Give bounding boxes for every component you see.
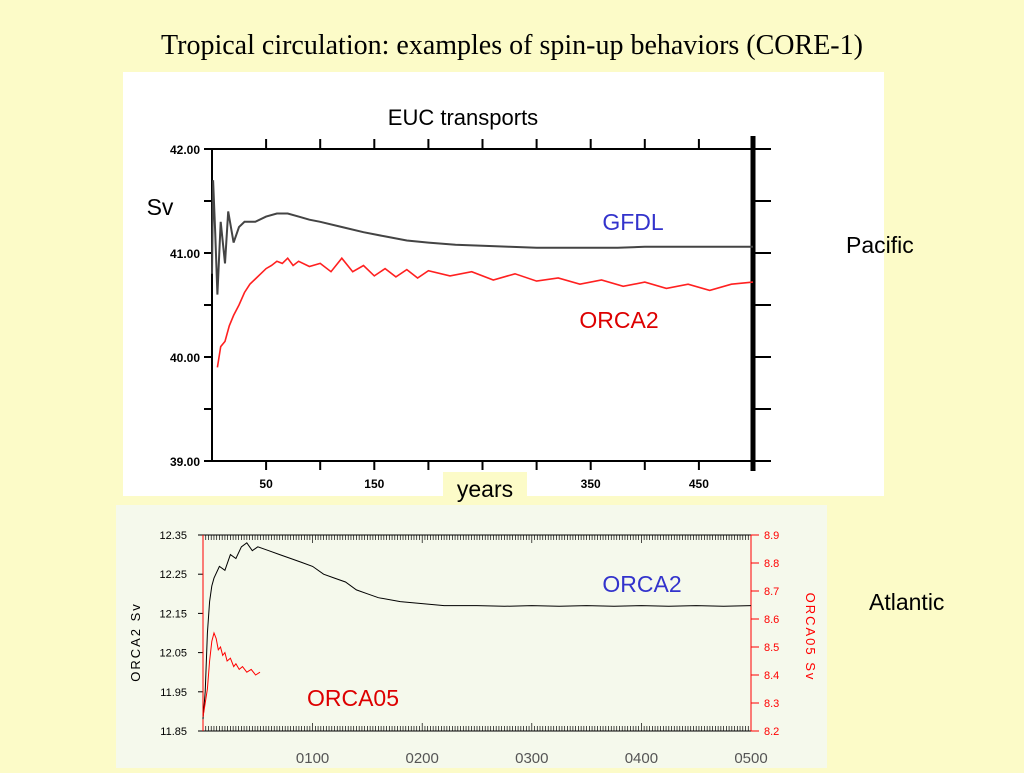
pacific-chart-panel: EUC transports Sv 42.00 41.00 40.00 39.00 50… (123, 72, 884, 496)
slide-title: Tropical circulation: examples of spin-u… (161, 30, 863, 61)
legend-orca2: ORCA2 (602, 571, 681, 597)
left-axis-label: ORCA2 Sv (128, 602, 143, 682)
series-line-gfdl (211, 180, 753, 295)
y-tick-label-left: 12.15 (159, 608, 187, 620)
y-tick-label-left: 11.85 (160, 726, 187, 738)
x-tick-label: 450 (689, 477, 709, 491)
y-tick-label-left: 12.35 (159, 530, 187, 542)
pacific-label: Pacific (846, 232, 914, 258)
atlantic-label: Atlantic (869, 589, 945, 615)
x-tick-label: 50 (259, 477, 273, 491)
y-axis-label: Sv (147, 194, 174, 220)
y-tick-label-right: 8.6 (764, 614, 779, 626)
plot-frame (202, 534, 752, 732)
y-tick-label-left: 12.25 (159, 569, 187, 581)
x-tick-label: 350 (581, 477, 601, 491)
atlantic-chart: 0100 0200 0300 0400 0500 12.35 12.25 12.15 12.05… (128, 530, 818, 767)
pacific-euc-chart: EUC transports Sv 42.00 41.00 40.00 39.00 50… (147, 105, 771, 491)
y-tick-label-left: 12.05 (159, 648, 187, 660)
series-line-orca2 (202, 542, 752, 720)
legend-orca05: ORCA05 (307, 685, 399, 711)
plot-frame (211, 148, 754, 462)
y-tick-label-right: 8.2 (764, 726, 779, 738)
x-tick-label: 0200 (406, 750, 439, 767)
y-tick-label: 41.00 (170, 247, 200, 261)
atlantic-chart-panel: 0100 0200 0300 0400 0500 12.35 12.25 12.15 12.05… (116, 505, 827, 768)
x-tick-label: 150 (364, 477, 384, 491)
y-tick-label-right: 8.8 (764, 558, 779, 570)
y-tick-label: 40.00 (170, 351, 200, 365)
years-label-box: years (443, 472, 527, 506)
x-tick-label: 0500 (734, 750, 767, 767)
x-tick-label: 0100 (296, 750, 329, 767)
y-tick-label-right: 8.5 (764, 642, 779, 654)
y-tick-label-right: 8.3 (764, 698, 779, 710)
y-tick-label-right: 8.4 (764, 670, 779, 682)
y-tick-label: 39.00 (170, 455, 200, 469)
x-tick-label: 0400 (625, 750, 658, 767)
series-line-orca2 (216, 256, 754, 368)
legend-orca2: ORCA2 (579, 307, 658, 333)
y-tick-label-right: 8.7 (764, 586, 779, 598)
series-line-orca05 (202, 631, 261, 718)
x-axis-label: years (456, 476, 514, 502)
y-tick-label-left: 11.95 (160, 687, 187, 699)
chart-title: EUC transports (388, 105, 538, 130)
x-tick-label: 0300 (515, 750, 548, 767)
y-tick-label-right: 8.9 (764, 530, 779, 542)
legend-gfdl: GFDL (602, 209, 664, 235)
right-axis-label: ORCA05 Sv (803, 593, 818, 682)
y-tick-label: 42.00 (170, 143, 200, 157)
